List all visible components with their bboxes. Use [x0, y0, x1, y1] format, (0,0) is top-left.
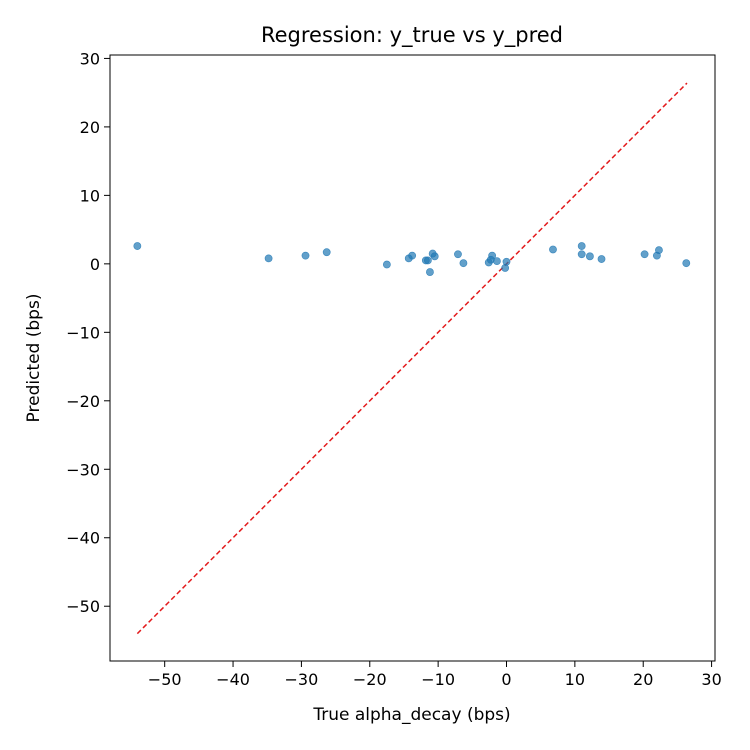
- y-tick-label: 10: [80, 186, 100, 205]
- data-point: [597, 255, 606, 263]
- data-point: [640, 250, 649, 259]
- data-point: [502, 257, 511, 266]
- y-tick-label: 0: [90, 255, 100, 274]
- data-point: [301, 251, 310, 260]
- y-axis-label: Predicted (bps): [24, 294, 44, 423]
- data-point: [264, 254, 273, 263]
- x-tick-label: −50: [148, 670, 182, 689]
- data-point: [426, 268, 434, 276]
- data-point: [549, 245, 557, 254]
- data-point: [430, 252, 439, 261]
- x-tick-label: 0: [501, 670, 511, 689]
- plot-frame: [109, 54, 716, 662]
- data-point: [577, 250, 586, 259]
- data-point: [493, 257, 501, 266]
- chart-title: Regression: y_true vs y_pred: [261, 23, 563, 48]
- data-point: [382, 260, 391, 269]
- y-tick-label: −30: [66, 460, 100, 479]
- x-tick-label: −10: [421, 670, 455, 689]
- x-tick-label: 30: [701, 670, 721, 689]
- y-tick-label: −20: [66, 392, 100, 411]
- x-axis-label: True alpha_decay (bps): [312, 705, 510, 725]
- data-point: [322, 248, 331, 257]
- y-tick-label: 20: [80, 118, 100, 137]
- x-tick-label: 10: [565, 670, 585, 689]
- y-tick-label: −10: [66, 323, 100, 342]
- data-point: [488, 251, 497, 260]
- data-point: [423, 256, 432, 265]
- y-tick-label: −50: [66, 597, 100, 616]
- data-point: [655, 246, 663, 255]
- data-point: [682, 259, 691, 268]
- x-tick-label: −20: [353, 670, 387, 689]
- y-tick-label: 30: [80, 49, 100, 68]
- data-point: [577, 242, 586, 250]
- x-tick-label: −30: [285, 670, 319, 689]
- data-point: [454, 250, 462, 259]
- identity-line: [136, 82, 688, 635]
- data-point: [133, 242, 142, 250]
- y-tick-label: −40: [66, 529, 100, 548]
- data-point: [459, 259, 468, 268]
- data-point: [585, 252, 594, 261]
- x-tick-label: 20: [633, 670, 653, 689]
- data-point: [408, 251, 417, 260]
- x-tick-label: −40: [216, 670, 250, 689]
